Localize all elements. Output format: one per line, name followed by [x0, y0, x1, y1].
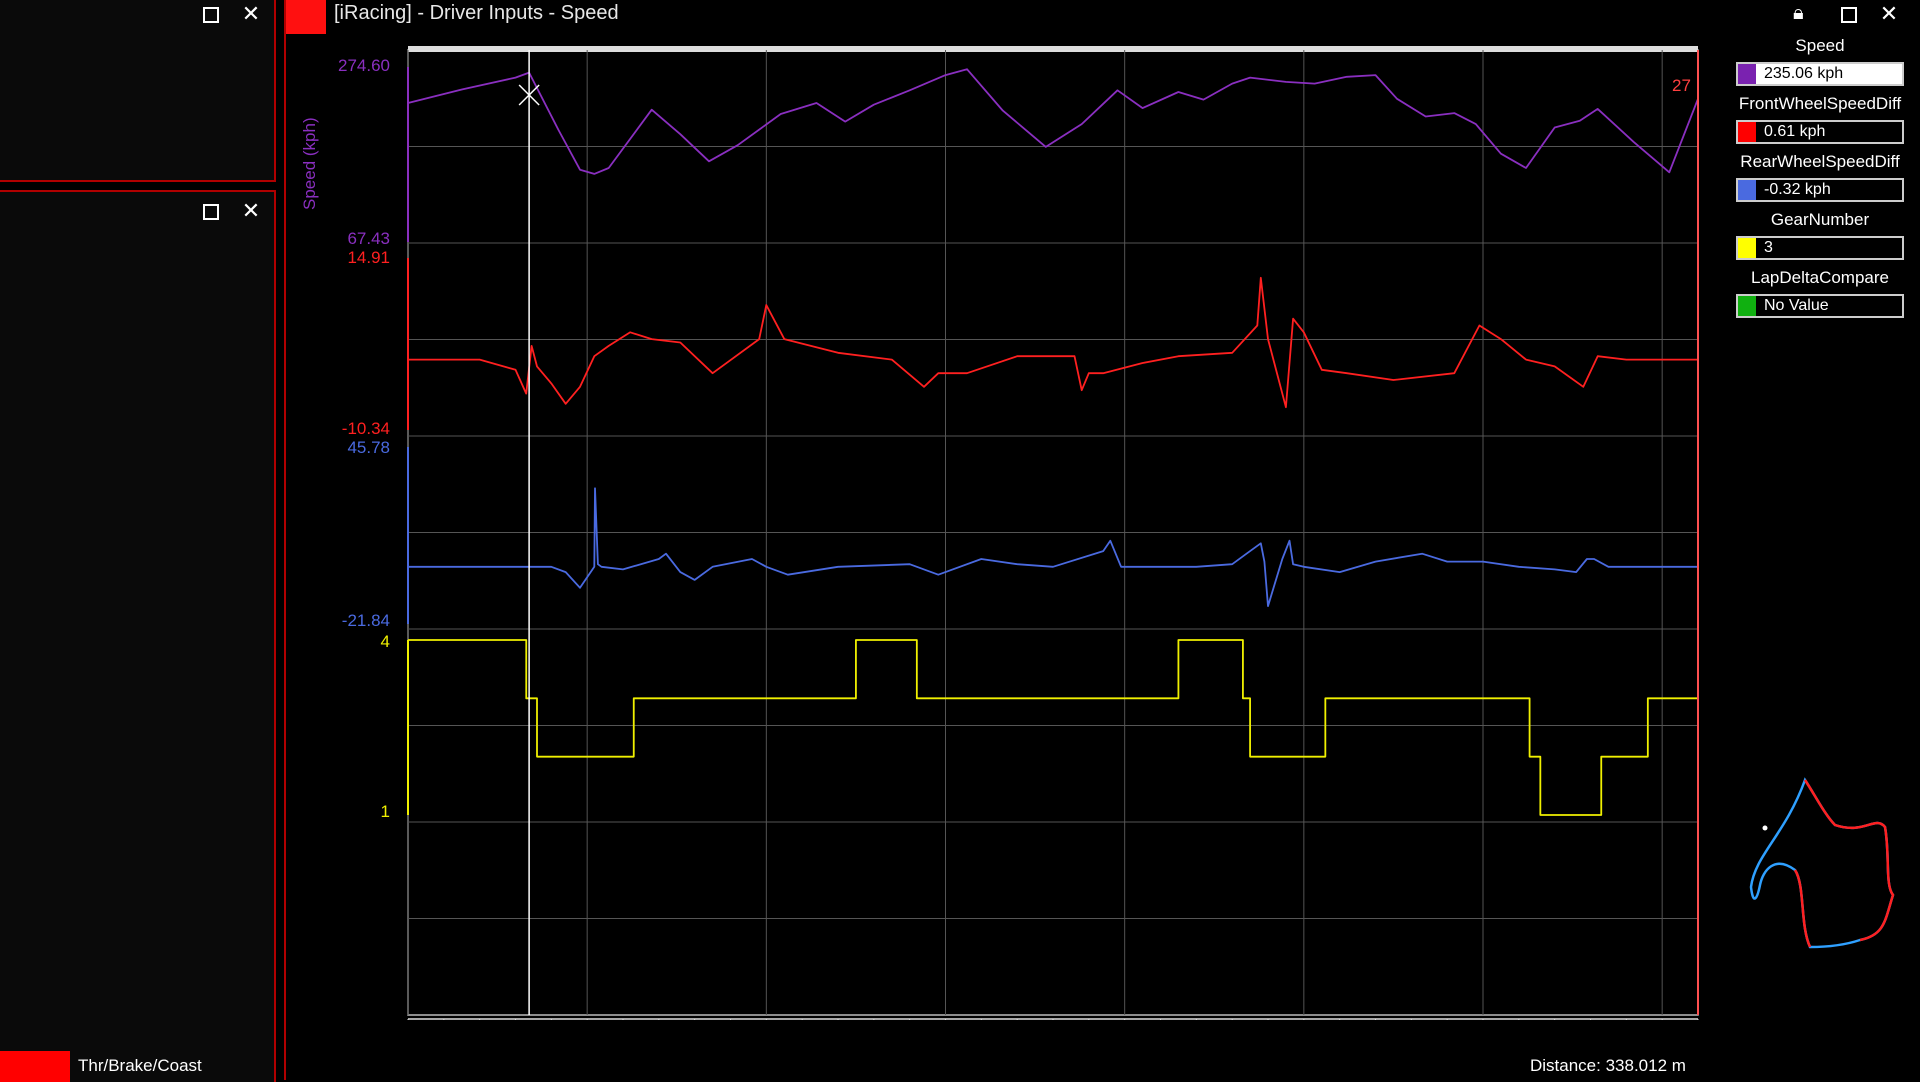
pin-icon[interactable]: 🔒︎: [1793, 2, 1804, 24]
maximize-icon[interactable]: [198, 2, 224, 28]
close-icon[interactable]: ✕: [241, 1, 261, 26]
maximize-icon[interactable]: [1836, 2, 1862, 28]
legend-value-box[interactable]: No Value: [1736, 294, 1904, 318]
legend-color-swatch: [1738, 296, 1756, 316]
chart-grid: [407, 46, 1699, 1016]
throttle-brake-swatch: [0, 1051, 70, 1082]
cursor-readout: 27: [1672, 76, 1691, 95]
legend-value-box[interactable]: 0.61 kph: [1736, 120, 1904, 144]
window-color-swatch: [286, 0, 326, 34]
front-axis-max: 14.91: [347, 248, 390, 267]
track-map[interactable]: [1735, 775, 1895, 965]
legend-color-swatch: [1738, 122, 1756, 142]
legend-value: 3: [1764, 239, 1773, 256]
zoom-scrollbar[interactable]: [408, 46, 1698, 52]
chart-series: [407, 67, 1699, 816]
legend-value: 0.61 kph: [1764, 123, 1826, 140]
speed-axis-max: 274.60: [338, 56, 390, 75]
track-sector-highlight: [1793, 869, 1812, 948]
close-icon[interactable]: ✕: [241, 198, 261, 223]
close-icon[interactable]: ✕: [1879, 1, 1899, 26]
maximize-icon[interactable]: [198, 199, 224, 225]
distance-readout: Distance: 338.012 m: [1530, 1056, 1686, 1075]
speed-axis-min: 67.43: [347, 229, 390, 248]
speed-axis-title: Speed (kph): [300, 117, 319, 210]
legend-label: RearWheelSpeedDiff: [1740, 152, 1900, 171]
legend-label: LapDeltaCompare: [1751, 268, 1889, 287]
series-line-GearNumber: [408, 639, 1699, 816]
chart-cursor[interactable]: [518, 50, 1699, 1015]
legend-value-box[interactable]: 3: [1736, 236, 1904, 260]
gear-axis-min: 1: [380, 802, 390, 821]
legend-value-box[interactable]: 235.06 kph: [1736, 62, 1904, 86]
window-title: [iRacing] - Driver Inputs - Speed: [334, 2, 619, 24]
series-line-FrontWheelSpeedDiff: [408, 276, 1698, 409]
legend-color-swatch: [1738, 64, 1756, 84]
x-axis: 0500100015002000250030003500: [407, 1018, 1699, 1020]
car-position-marker: [1762, 825, 1768, 831]
legend-value: 235.06 kph: [1764, 65, 1844, 82]
gear-axis-max: 4: [380, 632, 390, 651]
docked-panel-top: ✕: [0, 0, 276, 182]
telemetry-chart[interactable]: 0500100015002000250030003500: [400, 40, 1730, 1020]
legend-color-swatch: [1738, 238, 1756, 258]
docked-panel-bottom: ✕ Thr/Brake/Coast: [0, 190, 276, 1082]
thr-brake-coast-label: Thr/Brake/Coast: [78, 1056, 202, 1075]
rear-axis-min: -21.84: [341, 611, 390, 630]
rear-axis-max: 45.78: [347, 438, 390, 457]
legend-color-swatch: [1738, 180, 1756, 200]
series-line-Speed: [407, 68, 1699, 175]
track-sector-highlight: [1803, 779, 1895, 942]
legend-value: -0.32 kph: [1764, 181, 1831, 198]
legend-value: No Value: [1764, 297, 1829, 314]
series-line-RearWheelSpeedDiff: [408, 487, 1698, 607]
legend-label: GearNumber: [1770, 210, 1870, 229]
legend-value-box[interactable]: -0.32 kph: [1736, 178, 1904, 202]
telemetry-window: [284, 0, 1920, 1080]
legend-label: Speed: [1795, 36, 1845, 55]
cursor-crosshair[interactable]: [518, 84, 540, 106]
legend-label: FrontWheelSpeedDiff: [1738, 94, 1902, 113]
track-outline: [1749, 777, 1895, 949]
front-axis-min: -10.34: [341, 419, 390, 438]
